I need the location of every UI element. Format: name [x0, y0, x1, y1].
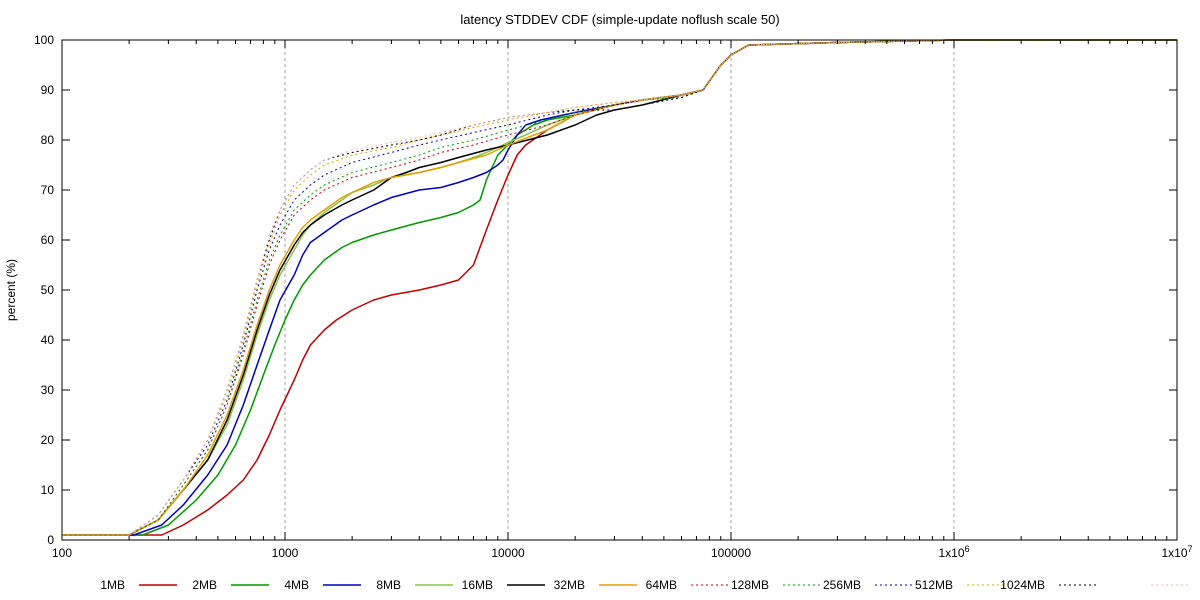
- x-tick-label: 1x107: [1161, 544, 1192, 560]
- legend-label: 64MB: [646, 578, 677, 592]
- legend: 1MB 2MB 4MB 8MB 16MB 32MB 64MB 128MB 256MB 512MB 1…: [100, 578, 1189, 592]
- series-line: [62, 39, 1177, 536]
- y-tick-label: 20: [41, 433, 55, 447]
- chart-title: latency STDDEV CDF (simple-update noflus…: [460, 12, 779, 27]
- legend-label: 16MB: [462, 578, 493, 592]
- series-line: [62, 39, 1177, 536]
- series-line: [62, 39, 1177, 536]
- series-line: [62, 39, 1177, 536]
- series-line: [62, 39, 1177, 536]
- legend-label: 1MB: [100, 578, 125, 592]
- x-tick-label: 100: [52, 546, 72, 560]
- legend-label: 1024MB: [1000, 578, 1045, 592]
- series-line: [62, 39, 1177, 536]
- y-axis-title: percent (%): [4, 259, 18, 321]
- grid-lines: [284, 40, 955, 540]
- y-tick-label: 40: [41, 333, 55, 347]
- x-tick-label: 100000: [711, 546, 751, 560]
- y-tick-label: 100: [34, 33, 54, 47]
- y-tick-label: 80: [41, 133, 55, 147]
- series-line: [62, 39, 1177, 536]
- plot-frame: [61, 39, 1178, 541]
- y-tick-label: 30: [41, 383, 55, 397]
- y-tick-label: 50: [41, 283, 55, 297]
- y-tick-label: 60: [41, 233, 55, 247]
- legend-label: 256MB: [823, 578, 861, 592]
- legend-label: 8MB: [376, 578, 401, 592]
- x-tick-label: 1x106: [938, 544, 969, 560]
- series-line: [62, 39, 1177, 536]
- y-tick-label: 0: [47, 533, 54, 547]
- series-line: [62, 39, 1177, 536]
- legend-label: 2MB: [192, 578, 217, 592]
- series-line: [62, 39, 1177, 536]
- y-tick-label: 90: [41, 83, 55, 97]
- y-tick-label: 10: [41, 483, 55, 497]
- series-line: [62, 39, 1177, 536]
- x-tick-label: 10000: [491, 546, 525, 560]
- series-lines: [62, 39, 1177, 536]
- y-tick-label: 70: [41, 183, 55, 197]
- legend-label: 128MB: [731, 578, 769, 592]
- x-tick-label: 1000: [272, 546, 299, 560]
- legend-label: 32MB: [554, 578, 585, 592]
- series-line: [62, 39, 1177, 536]
- axis-ticks: 100 1000 10000 100000 1x106 1x107 0 10 20 30 40 50 6…: [34, 33, 1193, 560]
- legend-label: 4MB: [284, 578, 309, 592]
- legend-label: 512MB: [915, 578, 953, 592]
